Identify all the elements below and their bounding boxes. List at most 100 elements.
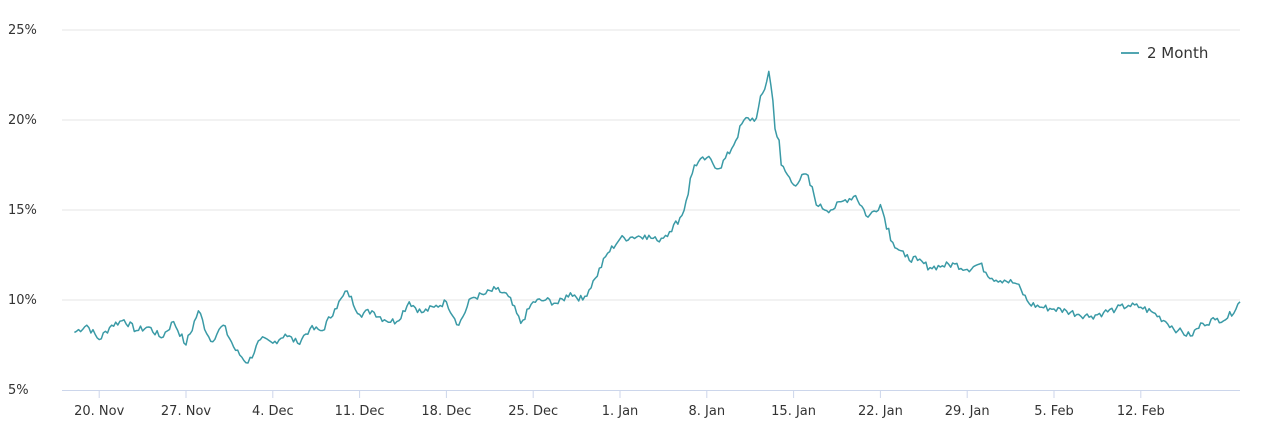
x-tick-label: 12. Feb <box>1117 404 1165 419</box>
data-point[interactable] <box>210 340 212 342</box>
data-point[interactable] <box>1103 312 1105 314</box>
data-point[interactable] <box>272 342 274 344</box>
data-point[interactable] <box>421 312 423 314</box>
data-point[interactable] <box>656 240 658 242</box>
data-point[interactable] <box>743 119 745 121</box>
data-point[interactable] <box>359 313 361 315</box>
data-point[interactable] <box>979 263 981 265</box>
data-point[interactable] <box>681 214 683 216</box>
data-point[interactable] <box>569 292 571 294</box>
data-point[interactable] <box>433 306 435 308</box>
data-point[interactable] <box>334 308 336 310</box>
data-point[interactable] <box>309 328 311 330</box>
data-point[interactable] <box>185 344 187 346</box>
data-point[interactable] <box>1053 308 1055 310</box>
data-point[interactable] <box>631 236 633 238</box>
data-point[interactable] <box>731 148 733 150</box>
data-point[interactable] <box>86 324 88 326</box>
data-point[interactable] <box>644 234 646 236</box>
data-point[interactable] <box>235 349 237 351</box>
data-point[interactable] <box>669 231 671 233</box>
data-point[interactable] <box>805 173 807 175</box>
data-point[interactable] <box>793 184 795 186</box>
data-point[interactable] <box>1065 310 1067 312</box>
data-point[interactable] <box>532 301 534 303</box>
data-point[interactable] <box>966 268 968 270</box>
data-point[interactable] <box>321 330 323 332</box>
data-point[interactable] <box>1078 313 1080 315</box>
data-point[interactable] <box>817 205 819 207</box>
data-point[interactable] <box>259 339 261 341</box>
data-point[interactable] <box>284 333 286 335</box>
data-point[interactable] <box>706 157 708 159</box>
data-point[interactable] <box>396 321 398 323</box>
data-point[interactable] <box>917 259 919 261</box>
x-tick-label: 29. Jan <box>945 404 990 419</box>
data-point[interactable] <box>904 256 906 258</box>
data-point[interactable] <box>718 168 720 170</box>
data-point[interactable] <box>160 337 162 339</box>
data-point[interactable] <box>830 209 832 211</box>
data-point[interactable] <box>197 310 199 312</box>
data-point[interactable] <box>123 319 125 321</box>
data-point[interactable] <box>842 200 844 202</box>
data-point[interactable] <box>879 204 881 206</box>
data-point[interactable] <box>1214 319 1216 321</box>
data-point[interactable] <box>607 252 609 254</box>
data-point[interactable] <box>73 331 75 333</box>
data-point[interactable] <box>1090 315 1092 317</box>
data-point[interactable] <box>1189 335 1191 337</box>
data-point[interactable] <box>1202 322 1204 324</box>
data-point[interactable] <box>383 319 385 321</box>
data-point[interactable] <box>1140 306 1142 308</box>
data-point[interactable] <box>507 295 509 297</box>
data-point[interactable] <box>148 326 150 328</box>
legend-item-label[interactable]: 2 Month <box>1147 44 1208 62</box>
data-point[interactable] <box>408 301 410 303</box>
data-point[interactable] <box>1239 301 1241 303</box>
data-point[interactable] <box>619 238 621 240</box>
data-point[interactable] <box>755 117 757 119</box>
data-point[interactable] <box>941 265 943 267</box>
data-point[interactable] <box>111 324 113 326</box>
data-point[interactable] <box>1028 303 1030 305</box>
legend[interactable]: 2 Month <box>1121 44 1208 62</box>
data-point[interactable] <box>247 362 249 364</box>
data-point[interactable] <box>855 195 857 197</box>
data-point[interactable] <box>954 263 956 265</box>
data-point[interactable] <box>594 277 596 279</box>
data-point[interactable] <box>470 297 472 299</box>
data-point[interactable] <box>1003 279 1005 281</box>
data-point[interactable] <box>520 322 522 324</box>
data-point[interactable] <box>1152 312 1154 314</box>
data-point[interactable] <box>1041 306 1043 308</box>
data-point[interactable] <box>483 294 485 296</box>
data-point[interactable] <box>297 342 299 344</box>
data-point[interactable] <box>582 299 584 301</box>
data-point[interactable] <box>346 290 348 292</box>
data-point[interactable] <box>495 288 497 290</box>
data-point[interactable] <box>222 324 224 326</box>
data-point[interactable] <box>991 277 993 279</box>
data-point[interactable] <box>1227 317 1229 319</box>
data-point[interactable] <box>1115 308 1117 310</box>
data-point[interactable] <box>98 339 100 341</box>
data-point[interactable] <box>1177 330 1179 332</box>
data-point[interactable] <box>1127 304 1129 306</box>
data-point[interactable] <box>135 330 137 332</box>
data-point[interactable] <box>929 267 931 269</box>
series-line[interactable] <box>74 70 1241 364</box>
data-point[interactable] <box>173 321 175 323</box>
data-point[interactable] <box>1165 321 1167 323</box>
data-point[interactable] <box>867 216 869 218</box>
data-point[interactable] <box>892 241 894 243</box>
data-point[interactable] <box>371 310 373 312</box>
data-point[interactable] <box>445 301 447 303</box>
data-point[interactable] <box>780 164 782 166</box>
data-point[interactable] <box>458 324 460 326</box>
data-point[interactable] <box>693 164 695 166</box>
data-point[interactable] <box>1016 283 1018 285</box>
data-point[interactable] <box>557 303 559 305</box>
data-point[interactable] <box>768 70 770 72</box>
data-point[interactable] <box>545 299 547 301</box>
